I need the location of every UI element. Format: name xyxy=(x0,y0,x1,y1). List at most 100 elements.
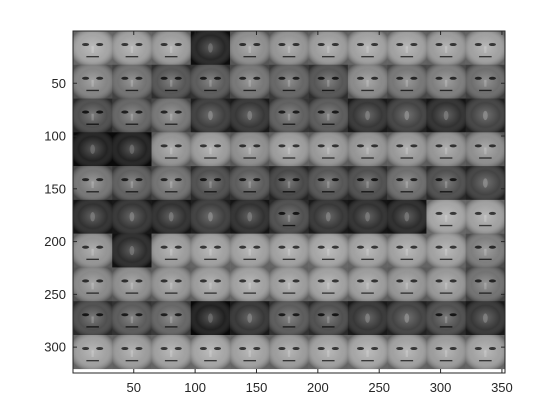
face-tile xyxy=(73,233,113,268)
face-tile xyxy=(73,335,113,370)
face-tile xyxy=(387,64,427,99)
face-tile xyxy=(190,335,231,370)
face-tile xyxy=(190,267,231,302)
face-tile xyxy=(308,233,349,268)
y-tick-label: 50 xyxy=(52,76,66,91)
face-tile xyxy=(308,199,349,234)
face-tile xyxy=(230,199,270,234)
face-tile xyxy=(112,335,152,370)
face-tile xyxy=(269,31,309,66)
face-tile xyxy=(308,64,349,99)
face-tile xyxy=(73,166,113,201)
face-tile xyxy=(465,64,505,99)
face-tile xyxy=(387,31,427,66)
face-tile xyxy=(151,166,192,201)
face-tile xyxy=(151,98,192,133)
face-tile xyxy=(112,199,152,234)
face-tile xyxy=(230,166,270,201)
y-tick-label: 100 xyxy=(44,129,66,144)
face-tile xyxy=(151,301,192,336)
face-tile xyxy=(387,301,427,336)
face-tile xyxy=(112,301,152,336)
face-tile xyxy=(112,233,152,268)
face-tile xyxy=(387,199,427,234)
face-tile xyxy=(73,132,113,167)
y-tick-label: 200 xyxy=(44,234,66,249)
face-tile xyxy=(465,132,505,167)
face-tile xyxy=(347,335,388,370)
face-tile xyxy=(230,233,270,268)
face-tile xyxy=(112,267,152,302)
face-tile xyxy=(73,64,113,99)
face-tile xyxy=(465,267,505,302)
face-tile xyxy=(465,233,505,268)
face-tile xyxy=(269,166,309,201)
face-tile xyxy=(308,267,349,302)
face-tile xyxy=(347,31,388,66)
face-tile xyxy=(190,199,231,234)
face-tile xyxy=(426,233,467,268)
x-tick-label: 250 xyxy=(368,380,390,395)
face-tile xyxy=(151,335,192,370)
face-tile xyxy=(269,64,309,99)
face-tile xyxy=(387,233,427,268)
face-tile xyxy=(269,301,309,336)
face-tile xyxy=(151,31,192,66)
face-tile xyxy=(347,132,388,167)
face-tile xyxy=(112,98,152,133)
face-tile xyxy=(426,132,467,167)
x-axis: 50 100 150 200 250 300 350 xyxy=(127,31,513,395)
face-tile xyxy=(151,233,192,268)
face-tile xyxy=(426,301,467,336)
face-tile xyxy=(465,98,505,133)
face-tile xyxy=(190,132,231,167)
y-axis: 50 100 150 200 250 300 xyxy=(44,76,505,355)
face-tile xyxy=(112,166,152,201)
face-tile xyxy=(230,335,270,370)
face-tile xyxy=(190,301,231,336)
face-tile xyxy=(426,267,467,302)
face-tile xyxy=(73,301,113,336)
face-tile xyxy=(190,233,231,268)
face-tile xyxy=(269,335,309,370)
face-tile xyxy=(426,64,467,99)
face-tile xyxy=(347,98,388,133)
face-tile xyxy=(190,166,231,201)
face-tile xyxy=(426,166,467,201)
face-tile xyxy=(465,31,505,66)
face-tile xyxy=(465,335,505,370)
face-tile xyxy=(269,267,309,302)
face-tile xyxy=(347,301,388,336)
face-tile xyxy=(347,233,388,268)
face-tile xyxy=(112,31,152,66)
x-tick-label: 300 xyxy=(430,380,452,395)
face-tile xyxy=(112,64,152,99)
y-tick-label: 150 xyxy=(44,181,66,196)
face-tile xyxy=(190,31,231,66)
face-tile xyxy=(308,301,349,336)
face-tile xyxy=(308,132,349,167)
x-tick-label: 50 xyxy=(127,380,141,395)
face-tile xyxy=(347,166,388,201)
face-tile xyxy=(308,98,349,133)
face-tile xyxy=(230,301,270,336)
face-tile xyxy=(347,64,388,99)
face-tile xyxy=(387,132,427,167)
face-tile xyxy=(230,31,270,66)
face-tile xyxy=(426,199,467,234)
face-tile xyxy=(387,267,427,302)
face-tile xyxy=(387,335,427,370)
face-tile xyxy=(73,31,113,66)
face-tile xyxy=(308,335,349,370)
y-tick-label: 250 xyxy=(44,287,66,302)
face-tile xyxy=(465,166,505,201)
axes-frame xyxy=(72,30,506,374)
face-tile xyxy=(269,233,309,268)
face-tile xyxy=(190,98,231,133)
face-tile xyxy=(230,132,270,167)
face-tile xyxy=(426,335,467,370)
face-tile xyxy=(151,199,192,234)
face-tile xyxy=(465,199,505,234)
face-tile xyxy=(151,132,192,167)
